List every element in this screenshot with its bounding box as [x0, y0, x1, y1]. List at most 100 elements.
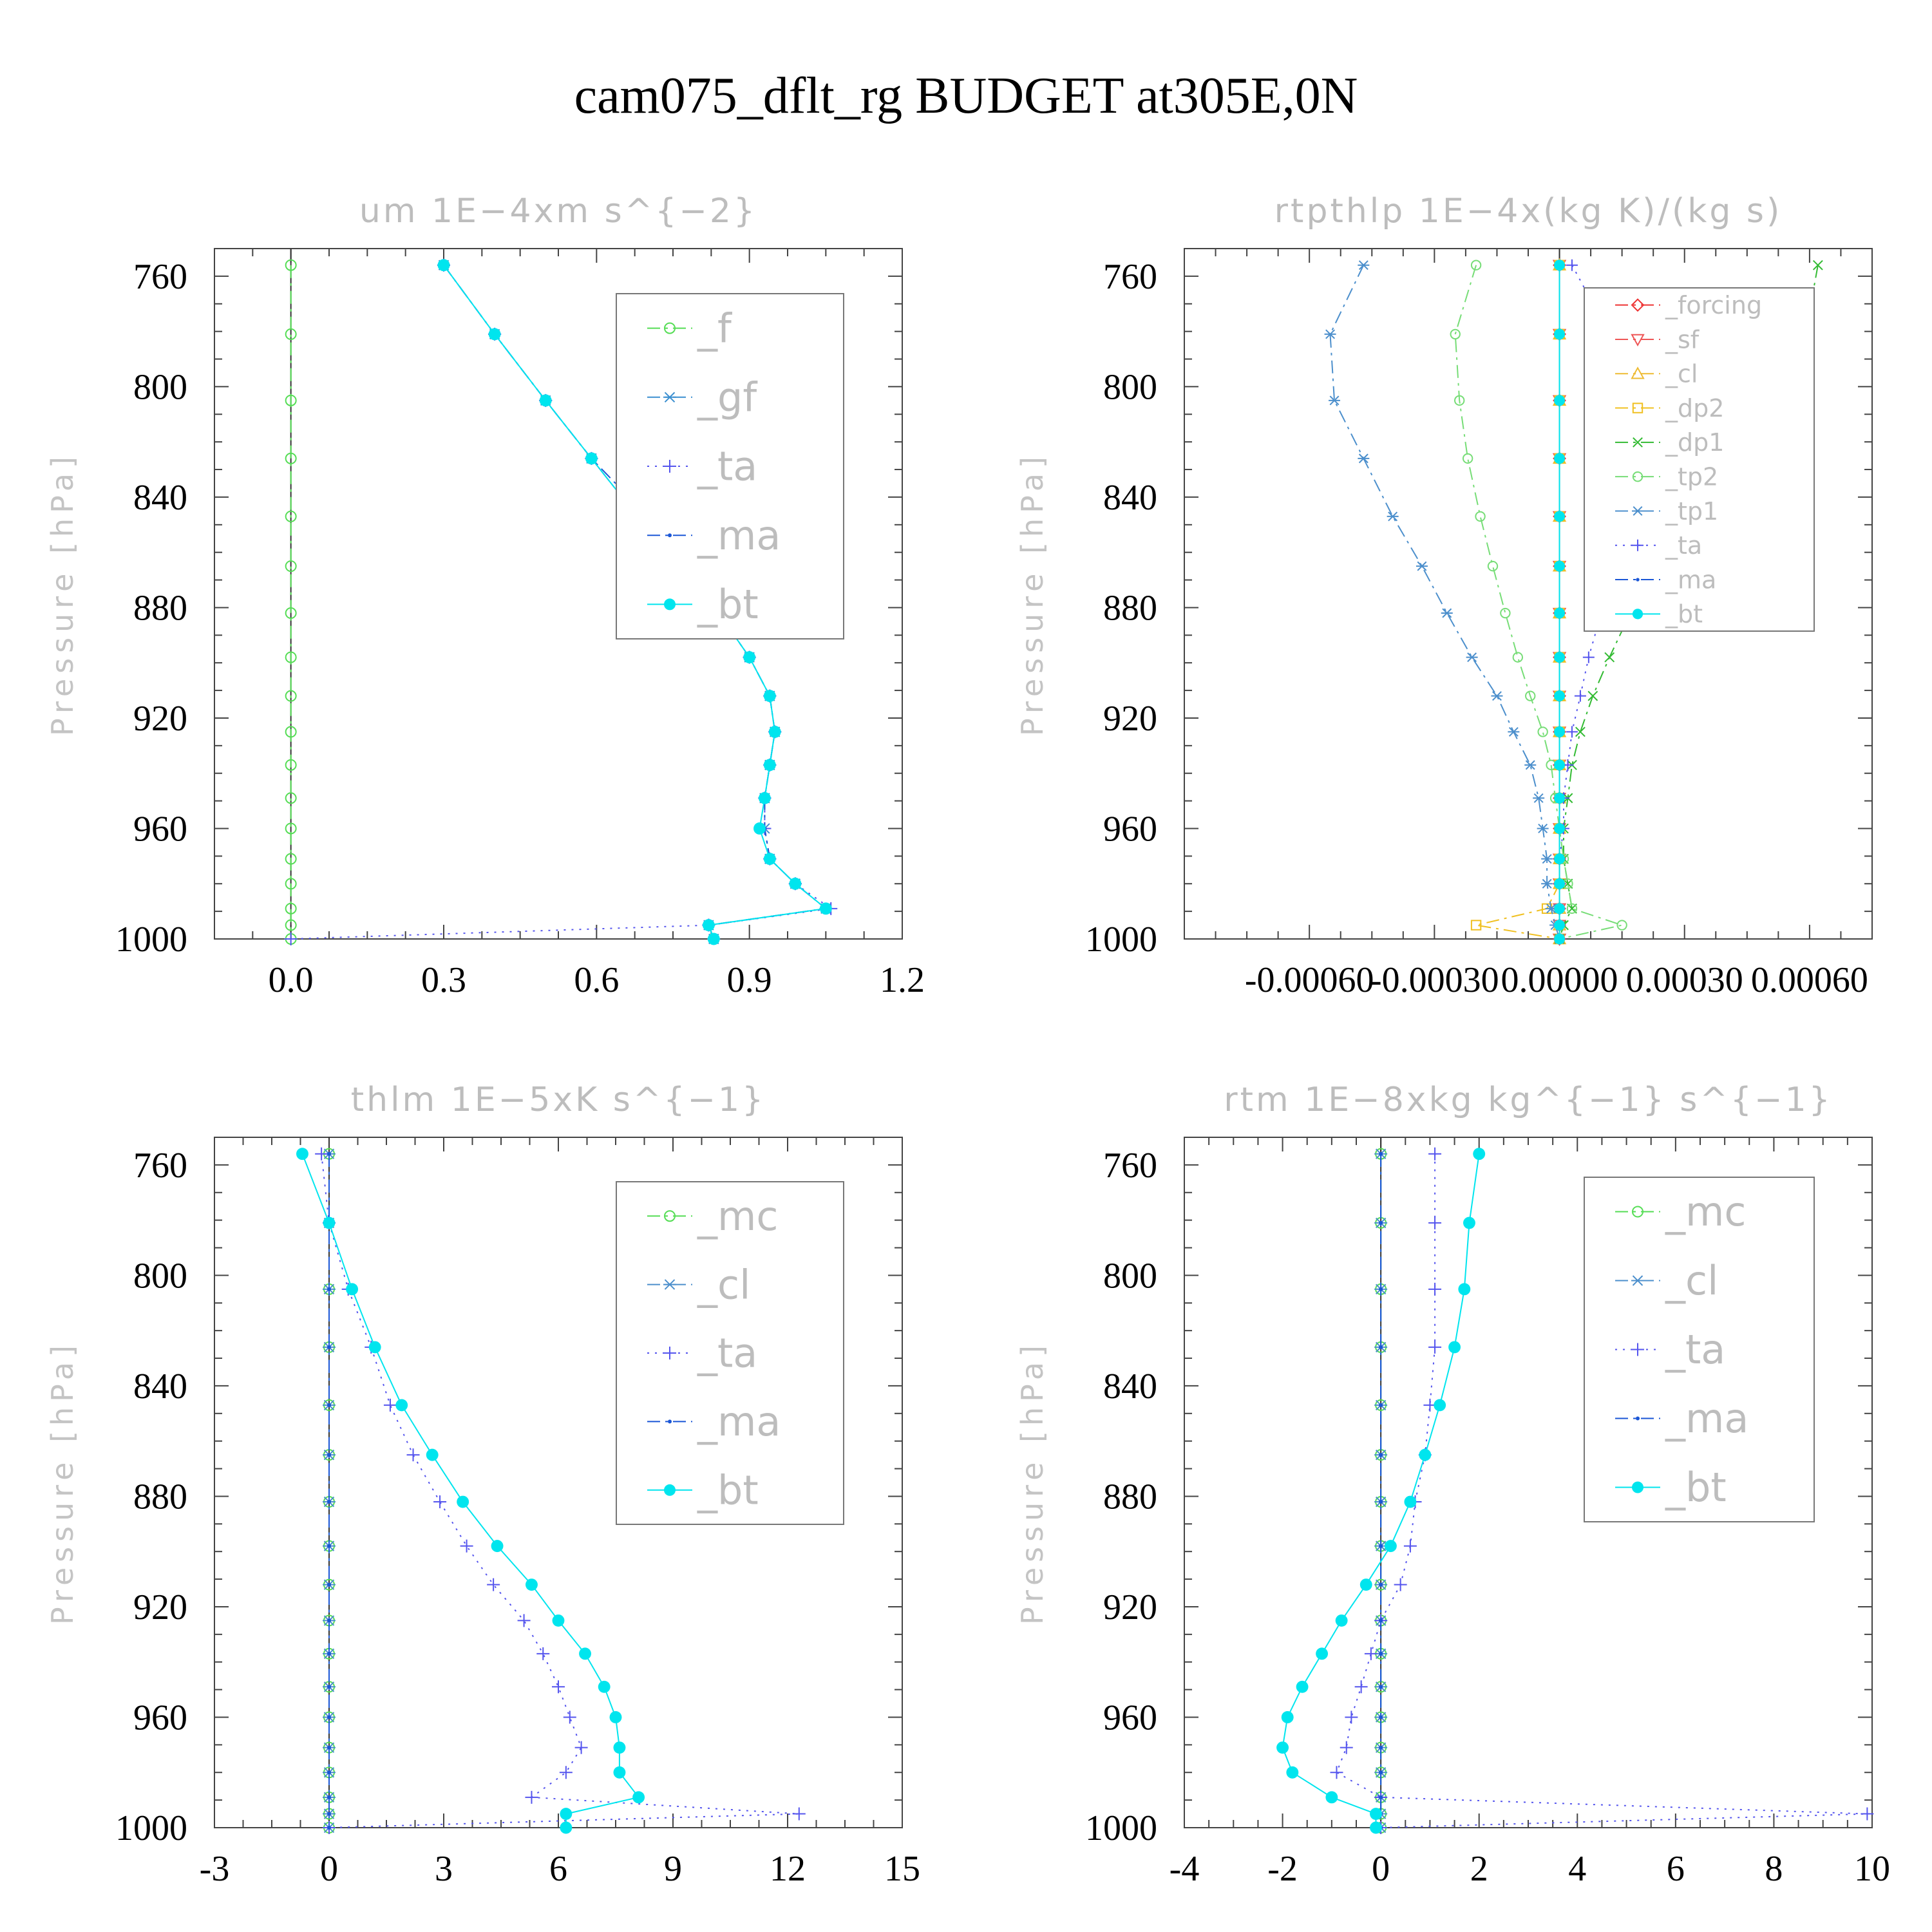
- legend-marker: [668, 533, 672, 538]
- data-point: [327, 1826, 331, 1830]
- y-axis-label: Pressure [hPa]: [1015, 451, 1050, 736]
- x-tick-label: 0.3: [421, 960, 466, 1000]
- data-point: [1329, 395, 1341, 406]
- data-point: [1428, 1282, 1442, 1296]
- data-point: [1379, 1770, 1383, 1775]
- y-axis-label: Pressure [hPa]: [45, 1340, 80, 1625]
- data-point: [1324, 329, 1336, 339]
- data-point: [327, 1500, 331, 1504]
- data-point: [1379, 1715, 1383, 1719]
- data-point: [1345, 1710, 1358, 1724]
- data-point: [1286, 1766, 1299, 1779]
- series-line-ta: [1336, 1153, 1868, 1828]
- x-tick-label: -3: [200, 1849, 230, 1889]
- figure-title: cam075_dflt_rg BUDGET at305E,0N: [574, 68, 1358, 124]
- data-point: [1340, 1741, 1353, 1754]
- data-point: [1566, 259, 1578, 271]
- y-tick-label: 960: [1103, 809, 1157, 849]
- data-point: [753, 822, 766, 835]
- x-tick-label: -4: [1170, 1849, 1200, 1889]
- data-point: [1416, 561, 1428, 571]
- legend-marker: [1632, 539, 1643, 551]
- legend-label: _mc: [697, 1193, 778, 1240]
- data-point: [1566, 726, 1578, 738]
- y-tick-label: 760: [133, 1146, 187, 1186]
- data-point: [1533, 793, 1545, 803]
- data-point: [1554, 453, 1566, 464]
- data-point: [1541, 854, 1553, 864]
- data-point: [1379, 1220, 1383, 1225]
- data-point: [1582, 651, 1595, 663]
- legend-marker: [1632, 609, 1643, 620]
- data-point: [1379, 1500, 1383, 1504]
- data-point: [487, 1578, 500, 1591]
- data-point: [327, 1582, 331, 1587]
- panel-title: rtpthlp 1E−4x(kg K)/(kg s): [1274, 192, 1783, 231]
- data-point: [491, 1540, 504, 1553]
- data-point: [609, 1711, 622, 1723]
- data-point: [1470, 260, 1482, 270]
- data-point: [327, 1345, 331, 1349]
- data-point: [552, 1614, 565, 1627]
- data-point: [574, 1741, 588, 1754]
- data-point: [285, 328, 297, 340]
- data-point: [285, 792, 297, 804]
- data-point: [285, 651, 297, 663]
- data-point: [327, 1618, 331, 1623]
- data-point: [1379, 1651, 1383, 1656]
- x-tick-label: 0.00000: [1501, 960, 1618, 1000]
- data-point: [460, 1539, 473, 1553]
- data-point: [1554, 903, 1566, 914]
- data-point: [552, 1680, 565, 1694]
- data-point: [285, 919, 297, 931]
- data-point: [285, 259, 297, 271]
- legend-marker: [1631, 298, 1645, 312]
- data-point: [1554, 726, 1566, 737]
- data-point: [395, 1399, 408, 1412]
- series-line-bt: [1282, 1153, 1480, 1828]
- data-point: [457, 1495, 469, 1508]
- data-point: [1379, 1287, 1383, 1291]
- data-point: [1428, 1216, 1442, 1229]
- data-point: [1487, 560, 1499, 572]
- data-point: [296, 1148, 308, 1160]
- legend-marker: [668, 1419, 672, 1424]
- legend-marker: [664, 598, 676, 611]
- legend-label: _cl: [1665, 1257, 1718, 1304]
- chart-panel-2: rtpthlp 1E−4x(kg K)/(kg s) Pressure [hPa]…: [1015, 192, 1873, 1000]
- legend-marker: [664, 1484, 676, 1496]
- data-point: [707, 933, 720, 945]
- data-point: [559, 1766, 573, 1779]
- legend-label: _ma: [697, 512, 781, 559]
- x-tick-label: 0.0: [269, 960, 314, 1000]
- legend-label: _dp2: [1665, 394, 1724, 422]
- legend-label: _cl: [697, 1261, 750, 1308]
- legend-marker: [1633, 437, 1643, 448]
- data-point: [763, 853, 776, 866]
- legend-label: _tp1: [1665, 497, 1718, 526]
- data-point: [792, 1807, 806, 1821]
- y-tick-label: 920: [1103, 1587, 1157, 1627]
- data-point: [1325, 1791, 1338, 1804]
- data-point: [1454, 395, 1465, 406]
- y-tick-label: 760: [1103, 257, 1157, 297]
- y-tick-label: 880: [1103, 588, 1157, 628]
- legend-marker: [1632, 402, 1643, 413]
- data-point: [1316, 1647, 1329, 1660]
- data-point: [1370, 1808, 1382, 1821]
- data-point: [285, 510, 297, 522]
- data-point: [585, 452, 598, 465]
- data-point: [327, 1544, 331, 1548]
- data-point: [285, 853, 297, 865]
- data-point: [327, 1715, 331, 1719]
- y-tick-label: 800: [1103, 367, 1157, 407]
- legend-label: _ma: [1665, 1395, 1748, 1442]
- series-line-dp2: [1475, 265, 1560, 940]
- x-tick-label: 6: [549, 1849, 567, 1889]
- data-point: [560, 1821, 573, 1834]
- legend-marker: [1631, 334, 1645, 347]
- legend-label: _f: [697, 305, 733, 352]
- data-point: [1404, 1495, 1417, 1508]
- data-point: [1475, 511, 1486, 522]
- data-point: [327, 1745, 331, 1750]
